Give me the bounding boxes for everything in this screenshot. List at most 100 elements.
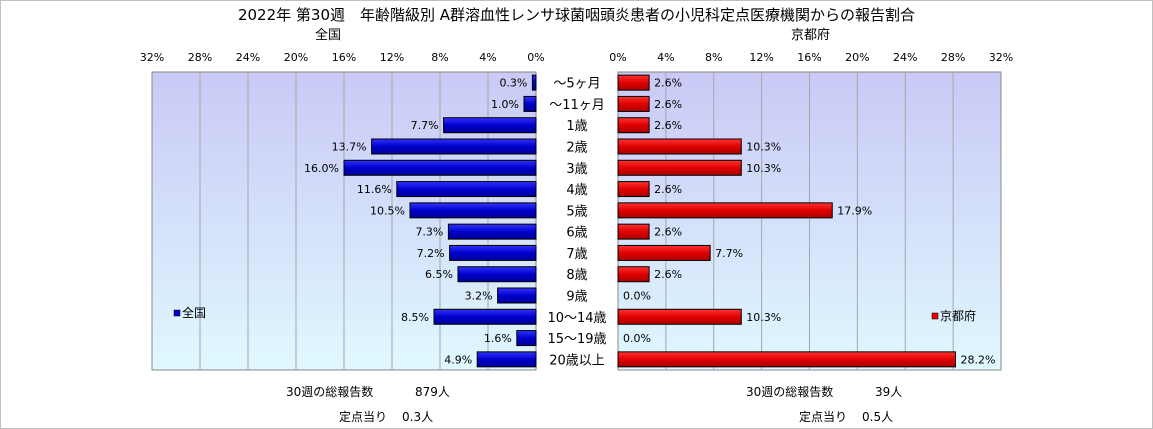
kyoto-bar bbox=[617, 159, 742, 176]
national-bar bbox=[523, 95, 537, 112]
national-bar bbox=[343, 159, 537, 176]
national-value-label: 7.3% bbox=[415, 226, 443, 239]
national-tick-label: 16% bbox=[332, 51, 356, 64]
national-bar bbox=[409, 202, 537, 219]
category-label: 9歳 bbox=[566, 290, 587, 305]
category-label: 1歳 bbox=[566, 119, 587, 134]
kyoto-value-label: 17.9% bbox=[837, 204, 872, 217]
kyoto-tick-label: 28% bbox=[941, 51, 965, 64]
national-value-label: 1.0% bbox=[491, 98, 519, 111]
kyoto-bar bbox=[617, 308, 742, 325]
national-bar bbox=[531, 74, 537, 91]
kyoto-value-label: 0.0% bbox=[623, 332, 651, 345]
national-bar bbox=[449, 244, 537, 261]
kyoto-tick-label: 12% bbox=[749, 51, 773, 64]
kyoto-subtitle: 京都府 bbox=[791, 28, 831, 43]
category-label: 8歳 bbox=[566, 268, 587, 283]
kyoto-legend-label: 京都府 bbox=[940, 308, 976, 323]
kyoto-legend-swatch bbox=[931, 312, 939, 320]
kyoto-total-value: 39人 bbox=[875, 385, 903, 399]
kyoto-per-label: 定点当り bbox=[799, 410, 848, 424]
category-label: ～5ヶ月 bbox=[553, 77, 600, 92]
kyoto-bar bbox=[617, 266, 650, 283]
national-bar bbox=[396, 181, 537, 198]
category-label: 2歳 bbox=[566, 141, 587, 156]
national-value-label: 0.3% bbox=[499, 77, 527, 90]
national-tick-label: 24% bbox=[236, 51, 260, 64]
kyoto-value-label: 2.6% bbox=[654, 268, 682, 281]
kyoto-bar bbox=[617, 117, 650, 134]
kyoto-bar bbox=[617, 351, 957, 368]
national-value-label: 1.6% bbox=[484, 332, 512, 345]
kyoto-bar bbox=[617, 223, 650, 240]
national-bar bbox=[447, 223, 537, 240]
national-total-label: 30週の総報告数 bbox=[286, 385, 374, 399]
kyoto-bar bbox=[617, 181, 650, 198]
national-value-label: 11.6% bbox=[357, 183, 392, 196]
kyoto-value-label: 2.6% bbox=[654, 98, 682, 111]
kyoto-value-label: 2.6% bbox=[654, 77, 682, 90]
kyoto-value-label: 10.3% bbox=[746, 141, 781, 154]
kyoto-value-label: 0.0% bbox=[623, 290, 651, 303]
national-bar bbox=[433, 308, 537, 325]
kyoto-bar bbox=[617, 138, 742, 155]
kyoto-value-label: 2.6% bbox=[654, 183, 682, 196]
national-value-label: 8.5% bbox=[401, 311, 429, 324]
national-value-label: 7.2% bbox=[417, 247, 445, 260]
national-bar bbox=[516, 330, 537, 347]
national-legend-swatch bbox=[173, 309, 181, 317]
kyoto-tick-label: 32% bbox=[989, 51, 1013, 64]
national-per-value: 0.3人 bbox=[402, 410, 434, 424]
national-tick-label: 32% bbox=[140, 51, 164, 64]
kyoto-bar bbox=[617, 95, 650, 112]
kyoto-value-label: 2.6% bbox=[654, 119, 682, 132]
national-bar bbox=[371, 138, 537, 155]
national-value-label: 6.5% bbox=[425, 268, 453, 281]
national-tick-label: 12% bbox=[380, 51, 404, 64]
chart-title: 2022年 第30週 年齢階級別 A群溶血性レンサ球菌咽頭炎患者の小児科定点医療… bbox=[237, 6, 916, 24]
category-label: 3歳 bbox=[566, 162, 587, 177]
category-label: 10～14歳 bbox=[547, 311, 606, 326]
kyoto-value-label: 10.3% bbox=[746, 162, 781, 175]
kyoto-bar bbox=[617, 202, 833, 219]
national-bar bbox=[476, 351, 537, 368]
national-tick-label: 20% bbox=[284, 51, 308, 64]
national-value-label: 16.0% bbox=[304, 162, 339, 175]
kyoto-bar bbox=[617, 244, 711, 261]
kyoto-tick-label: 8% bbox=[705, 51, 722, 64]
national-tick-label: 4% bbox=[479, 51, 496, 64]
national-bar bbox=[457, 266, 537, 283]
national-tick-label: 28% bbox=[188, 51, 212, 64]
national-value-label: 7.7% bbox=[411, 119, 439, 132]
national-bar bbox=[497, 287, 537, 304]
national-value-label: 3.2% bbox=[465, 290, 493, 303]
national-tick-label: 0% bbox=[527, 51, 544, 64]
national-legend-label: 全国 bbox=[182, 305, 206, 320]
category-label: 15～19歳 bbox=[547, 332, 606, 347]
kyoto-tick-label: 24% bbox=[893, 51, 917, 64]
national-value-label: 13.7% bbox=[332, 141, 367, 154]
kyoto-bar bbox=[617, 74, 650, 91]
kyoto-per-value: 0.5人 bbox=[862, 410, 894, 424]
category-label: ～11ヶ月 bbox=[549, 98, 605, 113]
category-label: 6歳 bbox=[566, 226, 587, 241]
category-label: 20歳以上 bbox=[549, 353, 605, 368]
national-bar bbox=[443, 117, 537, 134]
national-per-label: 定点当り bbox=[339, 410, 388, 424]
category-label: 5歳 bbox=[566, 204, 587, 219]
national-subtitle: 全国 bbox=[315, 28, 342, 43]
kyoto-total-label: 30週の総報告数 bbox=[746, 385, 834, 399]
kyoto-value-label: 28.2% bbox=[961, 353, 996, 366]
kyoto-value-label: 10.3% bbox=[746, 311, 781, 324]
kyoto-tick-label: 20% bbox=[845, 51, 869, 64]
kyoto-tick-label: 16% bbox=[797, 51, 821, 64]
national-total-value: 879人 bbox=[415, 385, 450, 399]
category-label: 4歳 bbox=[566, 183, 587, 198]
kyoto-tick-label: 4% bbox=[657, 51, 674, 64]
kyoto-value-label: 2.6% bbox=[654, 226, 682, 239]
kyoto-tick-label: 0% bbox=[609, 51, 626, 64]
national-value-label: 10.5% bbox=[370, 204, 405, 217]
category-label: 7歳 bbox=[566, 247, 587, 262]
national-value-label: 4.9% bbox=[444, 353, 472, 366]
